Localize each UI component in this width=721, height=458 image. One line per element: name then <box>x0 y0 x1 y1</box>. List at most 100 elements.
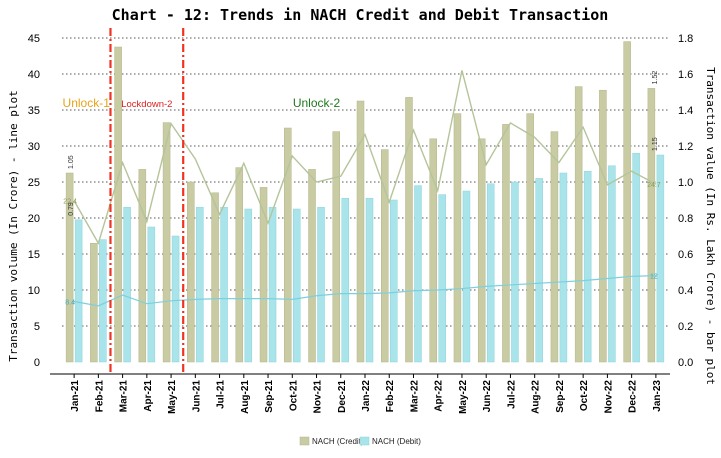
bar-debit <box>123 206 131 363</box>
y-left-tick-label: 30 <box>28 141 40 153</box>
bar-debit <box>244 208 253 363</box>
x-tick-label: Jan-23 <box>652 380 663 412</box>
x-tick-label: Jun-22 <box>482 380 493 413</box>
bar-debit <box>656 154 665 363</box>
bar-series <box>65 41 665 363</box>
y-right-tick-label: 0.6 <box>678 249 693 261</box>
line-debit-volume <box>74 275 656 307</box>
x-tick-label: Dec-21 <box>337 380 348 413</box>
data-label: 8.4 <box>65 300 75 307</box>
x-tick-label: Nov-22 <box>603 380 614 414</box>
bar-credit <box>211 192 219 363</box>
data-label: 0.79 <box>68 202 75 216</box>
bar-debit <box>632 152 640 363</box>
bar-credit <box>477 138 486 363</box>
bar-credit <box>162 122 171 363</box>
line-credit-volume <box>73 70 657 245</box>
x-tick-label: May-21 <box>167 380 178 414</box>
bar-credit <box>90 242 98 363</box>
y-left-tick-label: 45 <box>28 33 40 45</box>
x-tick-label: Aug-21 <box>240 380 251 414</box>
bar-credit <box>526 113 534 363</box>
bar-debit <box>559 172 568 363</box>
bar-debit <box>99 239 107 363</box>
x-tick-label: Apr-21 <box>143 380 154 412</box>
bar-debit <box>220 206 228 363</box>
bar-debit <box>293 208 301 363</box>
phase-divider-lines <box>109 28 185 374</box>
bar-debit <box>535 178 543 363</box>
bar-credit <box>284 127 292 363</box>
bar-debit <box>171 235 180 363</box>
data-label: 1.52 <box>652 71 659 85</box>
bar-debit <box>365 197 374 363</box>
data-label: 1.05 <box>68 155 75 169</box>
x-tick-label: Mar-21 <box>119 380 130 413</box>
bar-credit <box>380 149 389 363</box>
y-left-tick-label: 5 <box>34 321 40 333</box>
data-label: 12 <box>650 274 658 281</box>
x-tick-label: Sep-21 <box>264 380 275 413</box>
legend-label: NACH (Debit) <box>372 437 421 446</box>
y-left-tick-label: 15 <box>28 249 40 261</box>
bar-credit <box>356 100 365 363</box>
y-left-tick-label: 40 <box>28 69 40 81</box>
y-axis-right-title: Transaction value (In Rs. Lakh Crore) - … <box>704 67 717 385</box>
y-right-tick-label: 0.2 <box>678 321 693 333</box>
bar-debit <box>438 194 446 363</box>
legend: NACH (Credit) NACH (Debit) <box>299 436 421 446</box>
chart-title: Chart - 12: Trends in NACH Credit and De… <box>112 6 609 24</box>
x-tick-label: Dec-22 <box>628 380 639 413</box>
bar-credit <box>235 167 244 363</box>
phase-labels: Unlock-1 Lockdown-2 Unlock-2 <box>63 96 341 110</box>
bar-credit <box>308 169 316 363</box>
bar-credit <box>623 41 631 363</box>
bar-credit <box>429 138 437 363</box>
x-tick-label: Jun-21 <box>191 380 202 413</box>
bar-debit <box>341 197 350 363</box>
bar-credit <box>259 187 268 363</box>
x-tick-label: Feb-21 <box>94 380 105 413</box>
bar-credit <box>550 131 559 363</box>
x-tick-label: Jul-21 <box>216 380 227 409</box>
bar-debit <box>462 190 471 363</box>
line-series <box>73 70 657 307</box>
bar-credit <box>138 169 147 363</box>
bar-credit <box>599 89 607 363</box>
y-right-tick-label: 0.0 <box>678 357 693 369</box>
bar-credit <box>574 86 583 363</box>
bar-credit <box>502 124 510 363</box>
x-tick-label: Apr-22 <box>434 380 445 412</box>
x-tick-label: May-22 <box>458 380 469 414</box>
x-tick-label: Sep-22 <box>555 380 566 413</box>
y-left-tick-label: 25 <box>28 177 40 189</box>
y-axis-left-title: Transaction volume (In Crore) - line plo… <box>7 90 20 362</box>
x-tick-label: Oct-21 <box>288 380 299 412</box>
bar-debit <box>486 183 495 363</box>
bar-credit <box>405 97 413 363</box>
y-left-tick-label: 20 <box>28 213 40 225</box>
data-label: 24.7 <box>647 182 661 189</box>
x-tick-label: Mar-22 <box>409 380 420 413</box>
legend-swatch <box>359 436 370 446</box>
x-tick-label: Nov-21 <box>313 380 324 414</box>
x-tick-label: Jan-22 <box>361 380 372 412</box>
x-tick-label: Jul-22 <box>506 380 517 409</box>
x-tick-label: Feb-22 <box>385 380 396 413</box>
phase-label: Unlock-1 <box>63 96 111 110</box>
bar-debit <box>147 226 156 363</box>
bar-credit <box>187 181 195 363</box>
y-right-tick-label: 0.4 <box>678 285 693 297</box>
bar-debit <box>74 219 83 363</box>
bar-debit <box>608 165 616 363</box>
y-left-tick-label: 10 <box>28 285 40 297</box>
bar-debit <box>414 185 422 363</box>
bar-debit <box>389 199 398 363</box>
y-left-tick-label: 35 <box>28 105 40 117</box>
y-right-tick-label: 0.8 <box>678 213 693 225</box>
y-right-tick-label: 1.8 <box>678 33 693 45</box>
bar-debit <box>583 170 592 363</box>
data-labels: 1.05 22.40.79 8.4 1.52 1.15 24.7 12 <box>63 71 660 307</box>
y-right-tick-label: 1.6 <box>678 69 693 81</box>
